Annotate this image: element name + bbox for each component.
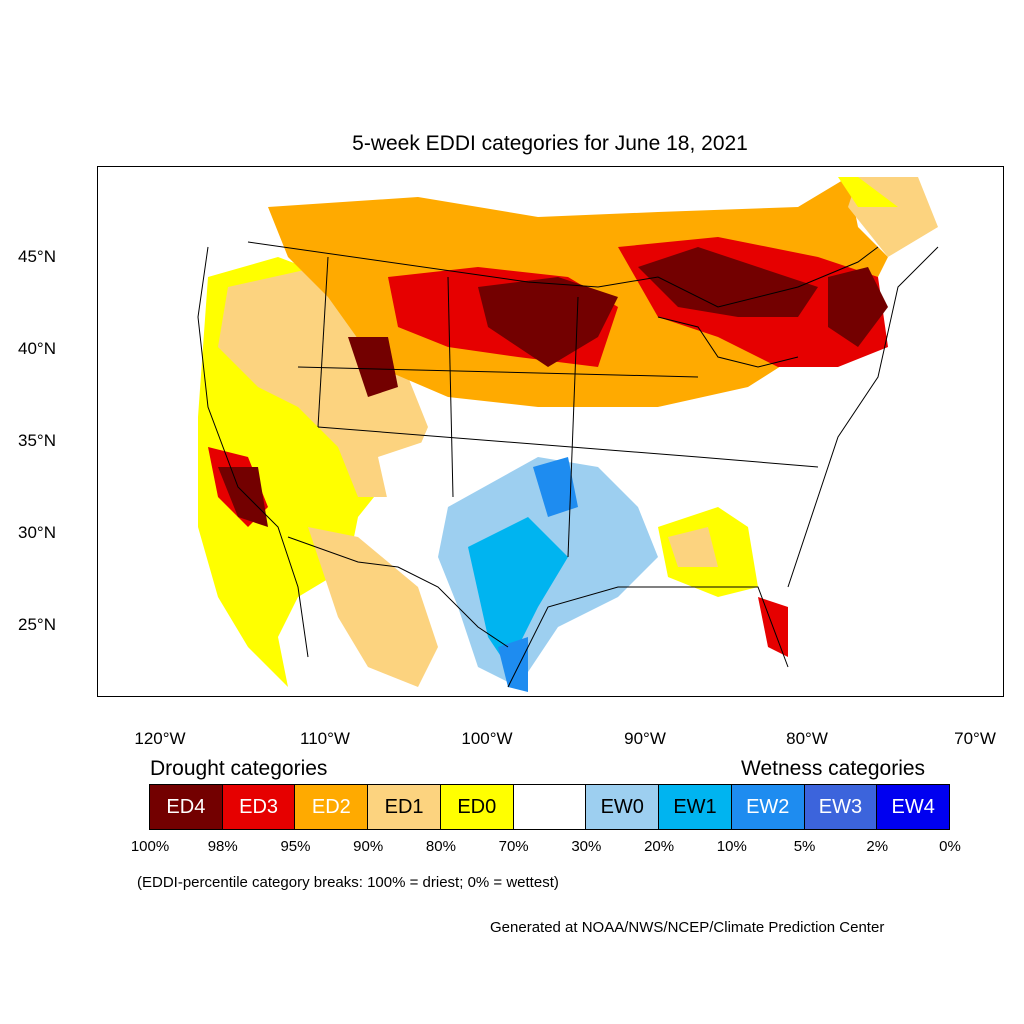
eddi-map <box>97 166 1004 697</box>
percentile-label: 98% <box>207 838 238 855</box>
map-canvas <box>197 177 939 692</box>
wetness-heading: Wetness categories <box>741 757 926 780</box>
state-line-5 <box>297 366 699 378</box>
lat-label-25: 25°N <box>18 615 56 634</box>
legend-cell-ed1: ED1 <box>367 784 441 830</box>
legend-cell-neutral <box>512 784 587 830</box>
region-ed4-plains <box>478 277 618 367</box>
lat-label-30: 30°N <box>18 523 56 542</box>
percentile-label: 80% <box>425 838 456 855</box>
percentile-label: 2% <box>866 838 889 855</box>
drought-heading: Drought categories <box>150 757 328 780</box>
legend-cell-ew2: EW2 <box>730 784 805 830</box>
lon-label-80w: 80°W <box>786 729 828 748</box>
lon-label-90w: 90°W <box>624 729 666 748</box>
percentile-label: 20% <box>644 838 675 855</box>
boundary-lines <box>197 241 939 688</box>
percentile-label: 5% <box>793 838 816 855</box>
legend-cell-ed3: ED3 <box>221 784 296 830</box>
percentile-label: 95% <box>280 838 311 855</box>
category-note: (EDDI-percentile category breaks: 100% =… <box>137 874 559 891</box>
state-line-2 <box>447 276 454 498</box>
region-ed1-se <box>668 527 718 567</box>
mexico-border <box>287 536 509 648</box>
lon-label-110w: 110°W <box>300 729 350 748</box>
lon-label-120w: 120°W <box>134 729 186 748</box>
lon-label-100w: 100°W <box>461 729 513 748</box>
legend-cell-ew3: EW3 <box>803 784 878 830</box>
lat-label-35: 35°N <box>18 431 56 450</box>
region-ed1-sw <box>308 527 438 687</box>
legend-cell-ed2: ED2 <box>294 784 369 830</box>
percentile-label: 0% <box>939 838 961 855</box>
region-ew2-ok <box>533 457 578 517</box>
legend-cell-ed4: ED4 <box>149 784 223 830</box>
percentile-label: 100% <box>130 838 170 855</box>
region-ed0-northeast <box>838 177 898 207</box>
region-ed4-ne <box>638 247 818 317</box>
category-fill-regions <box>198 177 938 692</box>
region-ed4-maine <box>828 267 888 347</box>
map-title: 5-week EDDI categories for June 18, 2021 <box>352 132 748 155</box>
lon-label-70w: 70°W <box>954 729 996 748</box>
percentile-label: 30% <box>571 838 602 855</box>
lat-label-45: 45°N <box>18 247 56 266</box>
state-line-4 <box>317 426 819 468</box>
state-line-1 <box>317 256 329 428</box>
legend-cell-ew1: EW1 <box>658 784 732 830</box>
state-line-3 <box>567 296 579 558</box>
region-ed4-wy <box>348 337 398 397</box>
lat-label-40: 40°N <box>18 339 56 358</box>
region-ed4-ca <box>218 467 268 527</box>
percentile-label: 90% <box>353 838 384 855</box>
percentile-label: 10% <box>716 838 747 855</box>
region-ew2-tx <box>498 637 528 692</box>
region-ew1-texas <box>468 517 568 667</box>
legend-cell-ed0: ED0 <box>439 784 514 830</box>
coastline-gulf <box>507 586 789 688</box>
canada-border <box>247 241 879 308</box>
legend-colorbar: ED4 ED3 ED2 ED1 ED0 EW0 EW1 EW2 EW3 EW4 <box>149 784 951 830</box>
percentile-label: 70% <box>498 838 529 855</box>
credit-line: Generated at NOAA/NWS/NCEP/Climate Predi… <box>490 919 885 936</box>
legend-cell-ew0: EW0 <box>585 784 660 830</box>
coastline-east <box>787 246 939 588</box>
legend-cell-ew4: EW4 <box>876 784 951 830</box>
great-lakes <box>657 316 799 368</box>
coastline-west <box>197 246 309 658</box>
